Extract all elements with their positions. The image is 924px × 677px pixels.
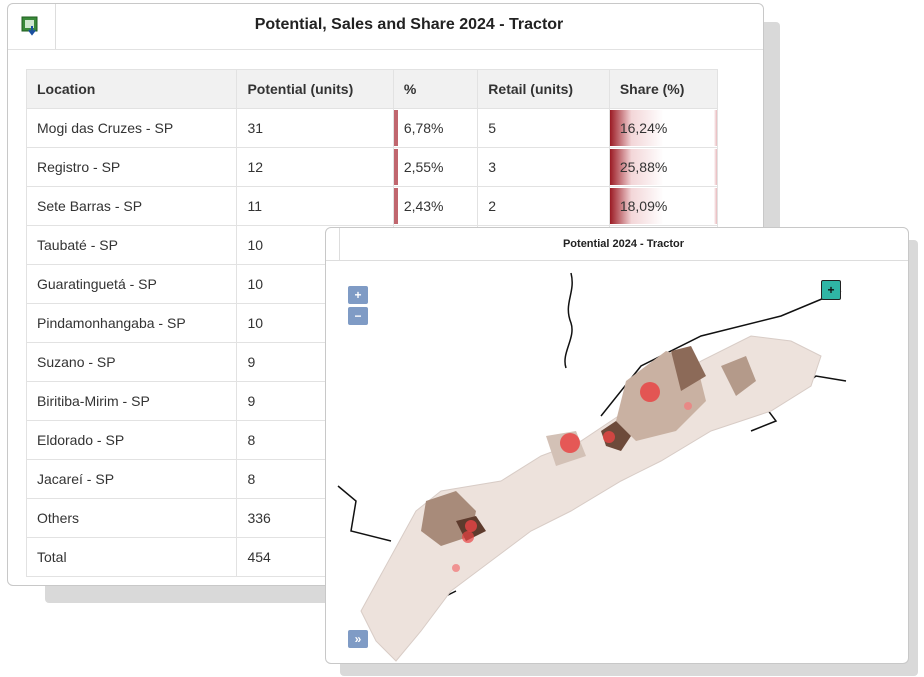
share-bar: [609, 110, 717, 146]
cell-text: Jacareí - SP: [37, 471, 115, 487]
column-header: Retail (units): [477, 69, 610, 109]
table-cell: 12: [236, 147, 394, 187]
table-cell: Jacareí - SP: [25, 459, 238, 499]
table-cell: 16,24%: [608, 108, 719, 148]
table-cell: 18,09%: [608, 186, 719, 226]
cell-text: 10: [247, 276, 264, 292]
cell-text: 454: [247, 549, 271, 565]
table-cell: 6,78%: [392, 108, 479, 148]
cell-text: 25,88%: [619, 159, 668, 175]
cell-text: 9: [247, 393, 256, 409]
table-cell: 5: [477, 108, 610, 148]
cell-text: Suzano - SP: [37, 354, 116, 370]
panel-title: Potential, Sales and Share 2024 - Tracto…: [254, 16, 564, 33]
column-header: %: [392, 69, 479, 109]
cell-text: 18,09%: [619, 198, 668, 214]
cell-text: 12: [247, 159, 264, 175]
cell-text: Guaratinguetá - SP: [37, 276, 157, 292]
percent-bar: [393, 110, 398, 146]
cell-text: 9: [247, 354, 256, 370]
cell-text: 31: [247, 120, 264, 136]
table-cell: Taubaté - SP: [25, 225, 238, 265]
map-panel: Potential 2024 - Tractor + − » +: [325, 227, 909, 664]
cell-text: 10: [247, 237, 264, 253]
table-cell: Total: [25, 537, 238, 577]
map: [337, 272, 847, 662]
table-cell: Guaratinguetá - SP: [25, 264, 238, 304]
percent-bar: [393, 149, 398, 185]
cell-text: Taubaté - SP: [37, 237, 118, 253]
table-cell: 11: [236, 186, 394, 226]
table-cell: Biritiba-Mirim - SP: [25, 381, 238, 421]
cell-text: Pindamonhangaba - SP: [37, 315, 186, 331]
cell-text: 8: [247, 471, 256, 487]
table-cell: Mogi das Cruzes - SP: [25, 108, 238, 148]
cell-text: Biritiba-Mirim - SP: [37, 393, 150, 409]
cell-text: Mogi das Cruzes - SP: [37, 120, 174, 136]
header-row: Location Potential (units)% Retail (units)…: [25, 69, 719, 109]
table-cell: Eldorado - SP: [25, 420, 238, 460]
table-cell: Registro - SP: [25, 147, 238, 187]
cell-text: Eldorado - SP: [37, 432, 125, 448]
percent-bar: [393, 188, 398, 224]
cell-text: Registro - SP: [37, 159, 121, 175]
cell-text: 336: [247, 510, 271, 526]
column-header: Potential (units): [236, 69, 394, 109]
table-row: Mogi das Cruzes - SP 31 6,78% 5 16,24%: [25, 108, 719, 148]
table-cell: 31: [236, 108, 394, 148]
table-row: Registro - SP 12 2,55% 3 25,88%: [25, 147, 719, 187]
column-header: Location: [25, 69, 238, 109]
table-cell: 2,55%: [392, 147, 479, 187]
cell-text: 11: [247, 198, 262, 214]
table-cell: Sete Barras - SP: [25, 186, 238, 226]
cell-text: Total: [37, 549, 67, 565]
map-title: Potential 2024 - Tractor: [562, 238, 685, 250]
table-cell: 2,43%: [392, 186, 479, 226]
table-cell: Suzano - SP: [25, 342, 238, 382]
table-cell: Others: [25, 498, 238, 538]
table-cell: Pindamonhangaba - SP: [25, 303, 238, 343]
share-bar: [609, 149, 717, 185]
zoom-in-button[interactable]: +: [348, 286, 368, 304]
table-cell: 2: [477, 186, 610, 226]
cell-text: 16,24%: [619, 120, 668, 136]
layer-toggle[interactable]: +: [821, 280, 841, 300]
cell-text: 6,78%: [403, 120, 444, 136]
cell-text: 3: [488, 159, 497, 175]
cell-text: 8: [247, 432, 256, 448]
export-button[interactable]: [8, 4, 56, 49]
table-row: Sete Barras - SP 11 2,43% 2 18,09%: [25, 186, 719, 226]
cell-text: 2,43%: [403, 198, 444, 214]
share-bar: [609, 188, 717, 224]
expand-button[interactable]: »: [348, 630, 368, 648]
cell-text: 2,55%: [403, 159, 444, 175]
zoom-out-button[interactable]: −: [348, 307, 368, 325]
cell-text: 2: [488, 198, 497, 214]
cell-text: Sete Barras - SP: [37, 198, 143, 214]
cell-text: 10: [247, 315, 264, 331]
export-icon: [21, 16, 38, 36]
cell-text: Others: [37, 510, 80, 526]
table-cell: 3: [477, 147, 610, 187]
cell-text: 5: [488, 120, 497, 136]
table-cell: 25,88%: [608, 147, 719, 187]
column-header: Share (%): [608, 69, 719, 109]
